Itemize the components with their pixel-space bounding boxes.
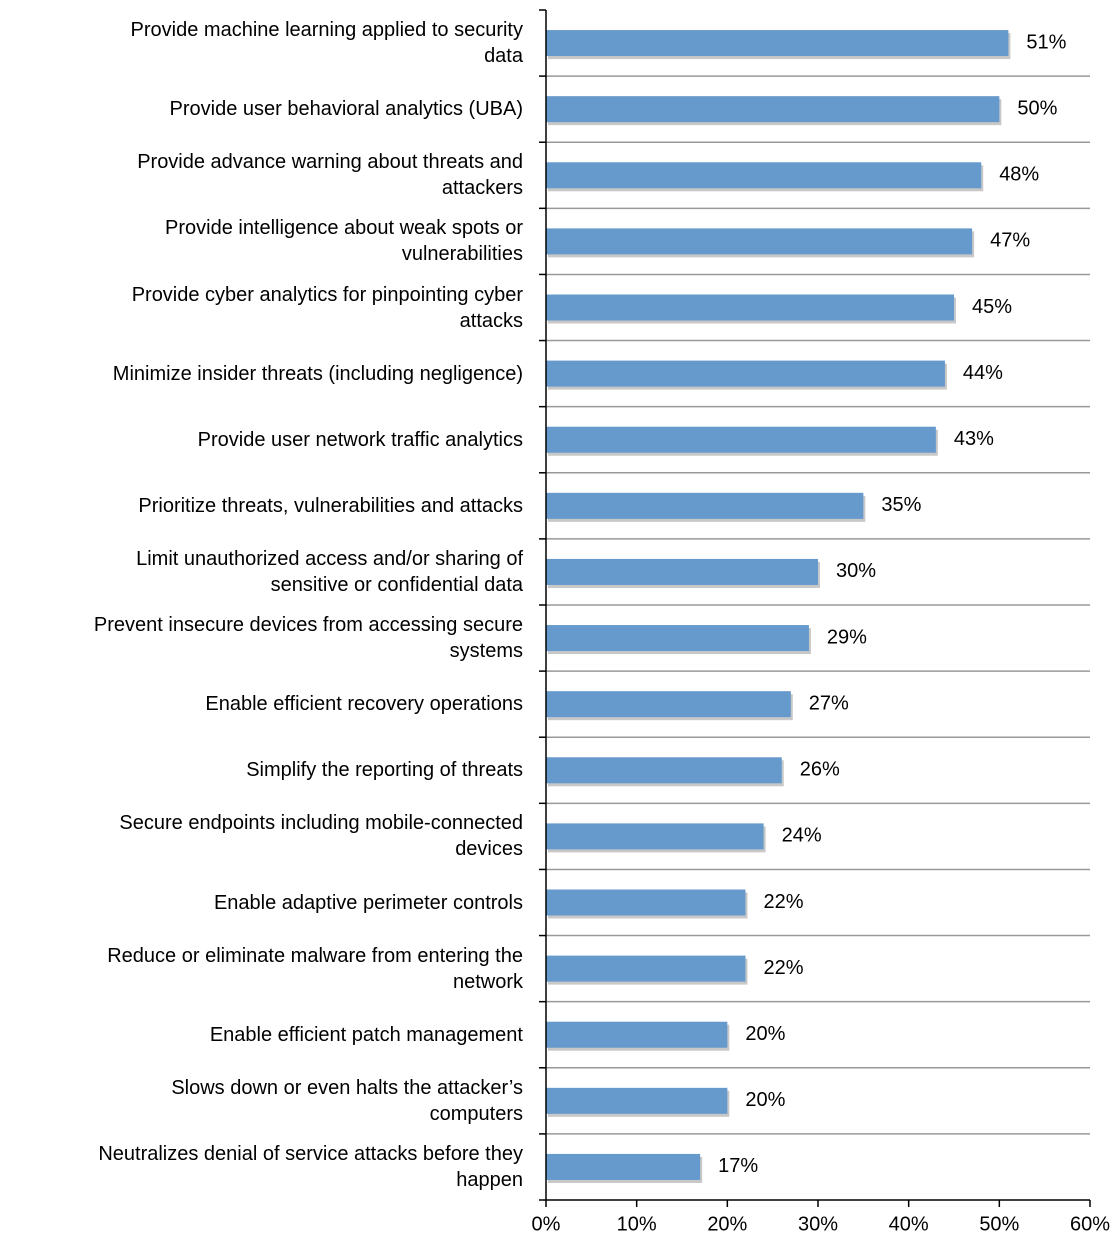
- x-tick-label: 60%: [1070, 1213, 1110, 1235]
- bar: [546, 426, 936, 453]
- category-label: Provide user behavioral analytics (UBA): [169, 98, 524, 121]
- bar: [546, 889, 746, 916]
- value-label: 29%: [827, 626, 867, 648]
- value-label: 50%: [1017, 97, 1057, 119]
- bar: [546, 360, 945, 387]
- bar: [546, 757, 782, 784]
- value-label: 51%: [1026, 31, 1066, 53]
- x-tick-label: 10%: [617, 1213, 657, 1235]
- bar: [546, 30, 1009, 57]
- category-label: Provide advance warning about threats an…: [137, 151, 523, 200]
- category-label: Enable efficient recovery operations: [205, 693, 523, 716]
- category-label: Provide user network traffic analytics: [197, 428, 523, 451]
- category-label: Neutralizes denial of service attacks be…: [98, 1142, 523, 1191]
- value-label: 24%: [782, 825, 822, 847]
- bar: [546, 294, 954, 321]
- x-tick-label: 20%: [707, 1213, 747, 1235]
- value-label: 22%: [763, 891, 803, 913]
- value-label: 20%: [745, 1023, 785, 1045]
- value-label: 27%: [809, 692, 849, 714]
- bar: [546, 96, 1000, 123]
- category-label: Prioritize threats, vulnerabilities and …: [138, 494, 523, 517]
- bar: [546, 625, 809, 652]
- category-label: Prevent insecure devices from accessing …: [93, 614, 523, 663]
- value-label: 45%: [972, 296, 1012, 318]
- x-tick-label: 50%: [979, 1213, 1019, 1235]
- category-label: Enable adaptive perimeter controls: [213, 891, 523, 914]
- x-tick-label: 40%: [889, 1213, 929, 1235]
- value-label: 30%: [836, 560, 876, 582]
- category-label: Provide machine learning applied to secu…: [130, 19, 523, 68]
- category-label: Enable efficient patch management: [209, 1023, 523, 1046]
- bar: [546, 691, 791, 718]
- bar: [546, 1021, 728, 1048]
- value-label: 47%: [990, 230, 1030, 252]
- value-label: 26%: [800, 759, 840, 781]
- category-label: Reduce or eliminate malware from enterin…: [107, 944, 523, 993]
- bar: [546, 558, 818, 585]
- value-label: 44%: [963, 362, 1003, 384]
- value-label: 35%: [881, 494, 921, 516]
- bar: [546, 162, 982, 189]
- bar: [546, 1153, 701, 1180]
- category-label: Slows down or even halts the attacker’s …: [171, 1076, 523, 1125]
- category-label: Minimize insider threats (including negl…: [112, 362, 523, 385]
- category-label: Provide intelligence about weak spots or…: [165, 217, 523, 266]
- x-tick-label: 0%: [532, 1213, 561, 1235]
- bar: [546, 228, 973, 255]
- value-label: 48%: [999, 164, 1039, 186]
- category-label: Provide cyber analytics for pinpointing …: [131, 283, 523, 332]
- category-label: Secure endpoints including mobile-connec…: [119, 812, 523, 861]
- bar: [546, 955, 746, 982]
- category-label: Limit unauthorized access and/or sharing…: [136, 547, 523, 596]
- bar: [546, 492, 864, 519]
- value-label: 22%: [763, 957, 803, 979]
- value-label: 20%: [745, 1089, 785, 1111]
- value-label: 17%: [718, 1155, 758, 1177]
- x-tick-label: 30%: [798, 1213, 838, 1235]
- bar: [546, 823, 764, 850]
- category-label: Simplify the reporting of threats: [246, 759, 523, 782]
- bar: [546, 1087, 728, 1114]
- value-label: 43%: [954, 428, 994, 450]
